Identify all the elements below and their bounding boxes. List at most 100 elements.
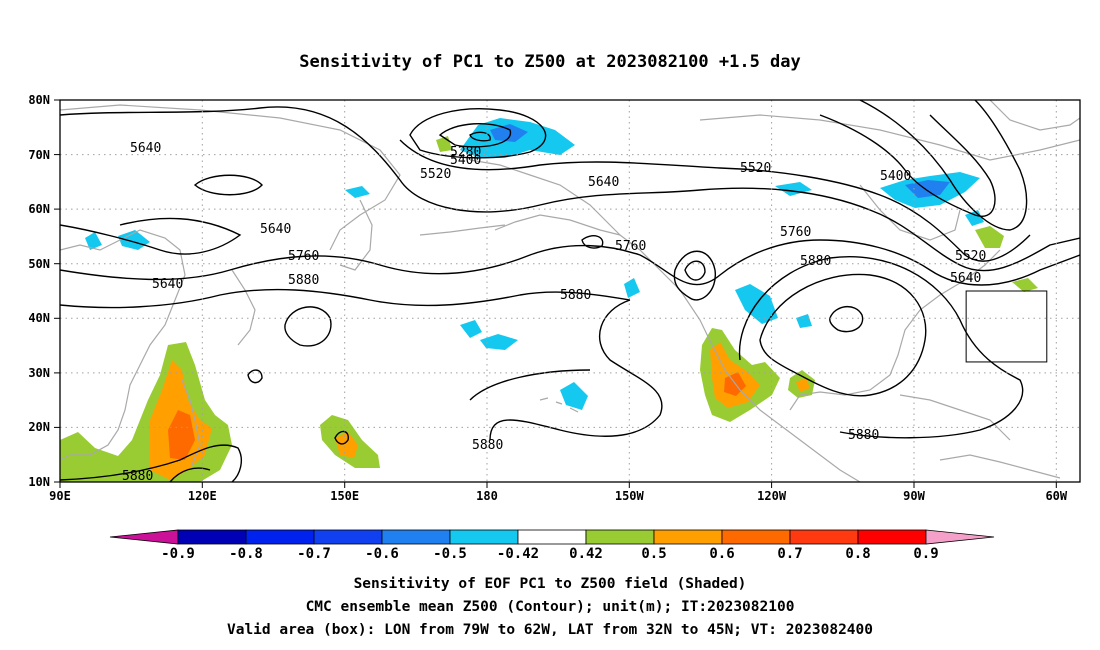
caption-line-2: CMC ensemble mean Z500 (Contour); unit(m… (306, 599, 795, 615)
contour-label: 5880 (560, 288, 591, 303)
lat-label: 10N (28, 475, 50, 489)
contour-label: 5640 (152, 277, 183, 292)
colorbar-labels: -0.9 -0.8 -0.7 -0.6 -0.5 -0.42 0.42 0.5 … (161, 546, 939, 562)
colorbar-segment (585, 529, 655, 545)
lon-label: 90E (49, 489, 71, 503)
colorbar-segment (449, 529, 519, 545)
contour-5760-cutoff (673, 250, 716, 301)
colorbar-label: -0.6 (365, 546, 399, 562)
coast-alaska (469, 159, 622, 237)
shade-positive-asia-peak (168, 410, 195, 460)
contour-5880-north (60, 288, 631, 309)
figure-title: Sensitivity of PC1 to Z500 at 2023082100… (299, 52, 801, 72)
coast-aleutians (419, 224, 506, 236)
contour-5760 (60, 239, 1080, 286)
colorbar-label: -0.8 (229, 546, 263, 562)
colorbar-label: 0.5 (641, 546, 666, 562)
shade-negative-hudson-core (905, 180, 950, 198)
colorbar-segment (177, 529, 247, 545)
contour-5640-loop (60, 217, 242, 255)
colorbar-segment (925, 529, 995, 545)
lon-label: 150W (615, 489, 645, 503)
shade-positive-newfoundland (975, 226, 1004, 248)
map-background (60, 100, 1080, 482)
contour-5520 (399, 139, 1031, 262)
contour-5880-asia2 (169, 467, 211, 482)
coast-japan (231, 269, 256, 346)
shade-positive-wpac-core (335, 432, 358, 458)
lat-label: 70N (28, 148, 50, 162)
contour-label: 5400 (450, 153, 481, 168)
colorbar-label: 0.42 (569, 546, 603, 562)
shade-negative-aleutian-core (490, 124, 528, 142)
lon-label: 120E (188, 489, 217, 503)
colorbar-segment (313, 529, 383, 545)
contour-label: 5880 (848, 428, 879, 443)
caption-line-3: Valid area (box): LON from 79W to 62W, L… (227, 622, 873, 638)
contour-5880-pac (489, 299, 663, 441)
contour-5880-asia (60, 444, 242, 482)
colorbar-label: -0.42 (497, 546, 539, 562)
colorbar-segment (789, 529, 859, 545)
shade-negative-npac2 (480, 334, 518, 350)
contour-label: 5640 (588, 175, 619, 190)
contour-label: 5760 (780, 225, 811, 240)
shade-negative-npac (460, 320, 482, 338)
coast-greenland (989, 100, 1080, 131)
contour-5640-west (60, 106, 1080, 272)
contour-5400-east (819, 114, 996, 217)
coast-north-america-east (789, 249, 1001, 411)
map-panel: 5640 5280 5400 5520 5640 5520 5400 5640 … (28, 93, 1081, 503)
lat-label: 20N (28, 420, 50, 434)
colorbar-segment (857, 529, 927, 545)
contour-5880-small2 (334, 430, 349, 445)
shade-negative-us2 (796, 314, 812, 328)
shade-negative-siberia (345, 186, 370, 198)
colorbar-segment (381, 529, 451, 545)
contour-label: 5520 (740, 161, 771, 176)
colorbar-segment (517, 529, 587, 545)
lon-label: 180 (476, 489, 498, 503)
colorbar-label: -0.5 (433, 546, 467, 562)
contour-label: 5880 (288, 273, 319, 288)
contour-5760-cutoff-inner (684, 260, 706, 281)
coast-asia-east (60, 229, 186, 461)
colorbar-label: -0.7 (297, 546, 331, 562)
colorbar-label: 0.8 (845, 546, 870, 562)
coast-hawaii (539, 397, 579, 413)
lat-label: 40N (28, 311, 50, 325)
contour-label: 5760 (615, 239, 646, 254)
lon-label: 90W (903, 489, 925, 503)
contour-5880-us (759, 273, 927, 397)
colorbar-label: -0.9 (161, 546, 195, 562)
contour-label: 5880 (122, 469, 153, 484)
coast-south-america (939, 454, 1061, 479)
colorbar (109, 529, 995, 545)
sensitivity-shading (60, 118, 1038, 482)
contour-label: 5880 (472, 438, 503, 453)
lat-label: 30N (28, 366, 50, 380)
caption-line-1: Sensitivity of EOF PC1 to Z500 field (Sh… (354, 576, 747, 592)
contour-label: 5640 (130, 141, 161, 156)
contour-5280-low (438, 122, 511, 148)
lon-labels: 90E 120E 150E 180 150W 120W 90W 60W (49, 489, 1068, 503)
shade-positive-gulf-core (796, 378, 810, 392)
coast-siberia (60, 104, 401, 251)
coast-north-america-west (619, 234, 861, 482)
colorbar-label: 0.9 (913, 546, 938, 562)
colorbar-segment (653, 529, 723, 545)
coast-kamchatka (339, 199, 373, 271)
colorbar-label: 0.6 (709, 546, 734, 562)
contour-5760-loop (581, 235, 604, 249)
contour-label: 5520 (955, 249, 986, 264)
colorbar-segment (721, 529, 791, 545)
map-frame (59, 99, 1081, 483)
contour-5880-us-outer (738, 256, 1024, 439)
contour-5880-small1 (247, 369, 263, 384)
colorbar-label: 0.7 (777, 546, 802, 562)
shade-negative-hawaii (560, 382, 588, 410)
contour-5880-wpac-loop (284, 306, 332, 347)
lat-label: 50N (28, 257, 50, 271)
z500-contours (60, 100, 1080, 482)
